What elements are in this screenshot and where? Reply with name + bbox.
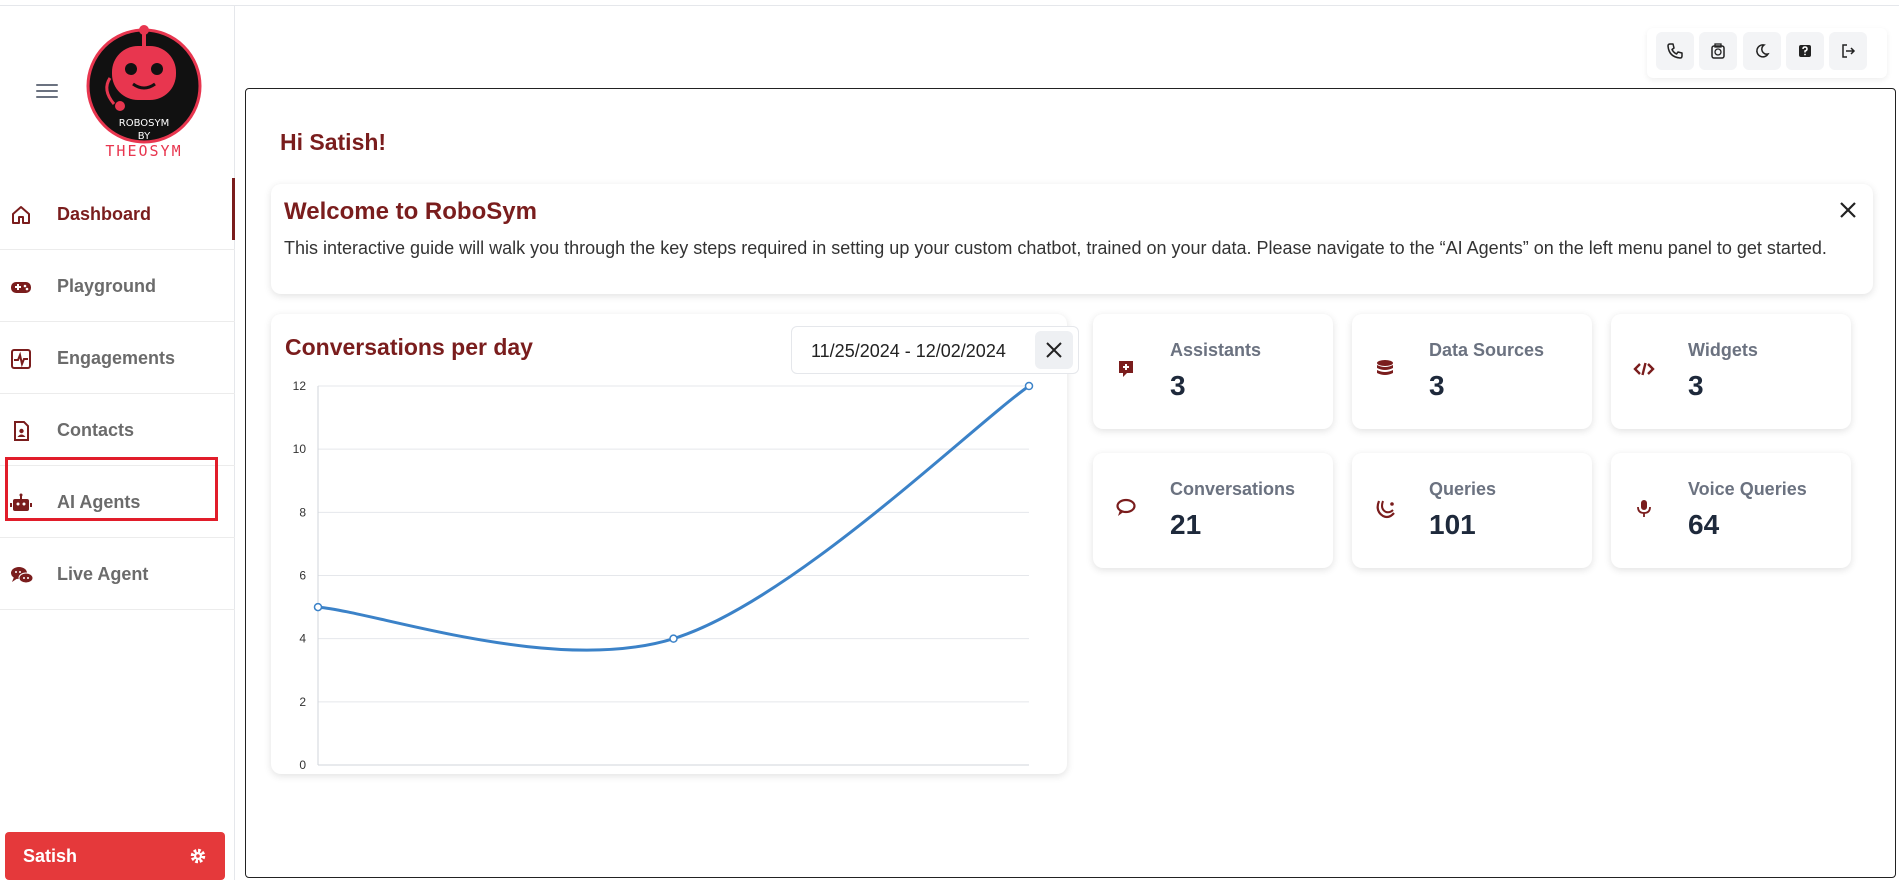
stat-card-widgets: Widgets 3 bbox=[1611, 314, 1851, 429]
date-range-picker[interactable]: 11/25/2024 - 12/02/2024 bbox=[791, 326, 1079, 374]
stat-label: Assistants bbox=[1170, 340, 1262, 360]
logo-brand-text: THEOSYM bbox=[105, 142, 183, 160]
data-point bbox=[313, 602, 323, 612]
user-name: Satish bbox=[23, 846, 78, 866]
sidebar-item-label: AI Agents bbox=[57, 492, 141, 512]
query-icon bbox=[1374, 497, 1396, 519]
sidebar-nav: Dashboard Playground Engagements Contact… bbox=[0, 178, 235, 610]
gamepad-icon bbox=[10, 276, 32, 298]
user-settings-button[interactable]: Satish bbox=[5, 832, 225, 880]
stat-card-data-sources: Data Sources 3 bbox=[1352, 314, 1592, 429]
sidebar-item-live-agent[interactable]: Live Agent bbox=[0, 538, 235, 610]
stat-label: Widgets bbox=[1688, 340, 1758, 360]
y-tick-label: 4 bbox=[299, 632, 306, 646]
logo-text-by: BY bbox=[137, 131, 151, 142]
stat-value: 3 bbox=[1429, 370, 1445, 401]
activity-icon bbox=[10, 348, 32, 370]
moon-icon[interactable] bbox=[1743, 32, 1781, 70]
menu-toggle-icon[interactable] bbox=[36, 84, 58, 100]
sidebar-item-label: Dashboard bbox=[57, 204, 152, 224]
main-panel: Hi Satish! Welcome to RoboSym This inter… bbox=[245, 88, 1896, 878]
y-tick-label: 8 bbox=[299, 505, 306, 519]
y-tick-label: 6 bbox=[299, 569, 306, 583]
phone-icon[interactable] bbox=[1656, 32, 1694, 70]
sidebar-item-label: Live Agent bbox=[57, 564, 149, 584]
sidebar: ROBOSYM BY THEOSYM Dashboard Playground … bbox=[0, 6, 235, 880]
home-icon bbox=[10, 204, 32, 226]
close-icon bbox=[1046, 342, 1062, 358]
sidebar-item-label: Engagements bbox=[57, 348, 176, 368]
sidebar-item-playground[interactable]: Playground bbox=[0, 250, 235, 322]
sidebar-item-contacts[interactable]: Contacts bbox=[0, 394, 235, 466]
stat-value: 101 bbox=[1429, 509, 1476, 540]
sidebar-item-label: Playground bbox=[57, 276, 157, 296]
stat-value: 64 bbox=[1688, 509, 1720, 540]
database-icon bbox=[1374, 358, 1396, 380]
stat-card-queries: Queries 101 bbox=[1352, 453, 1592, 568]
top-border bbox=[0, 0, 1899, 6]
greeting: Hi Satish! bbox=[280, 129, 387, 155]
series-line bbox=[317, 384, 1030, 652]
welcome-title: Welcome to RoboSym bbox=[284, 198, 537, 225]
stat-card-conversations: Conversations 21 bbox=[1093, 453, 1333, 568]
stat-label: Voice Queries bbox=[1688, 479, 1807, 499]
welcome-text: This interactive guide will walk you thr… bbox=[284, 238, 1827, 258]
y-tick-label: 10 bbox=[293, 442, 307, 456]
stat-card-voice-queries: Voice Queries 64 bbox=[1611, 453, 1851, 568]
y-tick-label: 0 bbox=[299, 758, 306, 772]
sidebar-item-dashboard[interactable]: Dashboard bbox=[0, 178, 235, 250]
date-range-value: 11/25/2024 - 12/02/2024 bbox=[811, 341, 1006, 361]
logout-icon[interactable] bbox=[1829, 32, 1867, 70]
top-toolbar bbox=[1647, 28, 1887, 78]
stat-value: 3 bbox=[1688, 370, 1704, 401]
sidebar-item-engagements[interactable]: Engagements bbox=[0, 322, 235, 394]
stat-card-assistants: Assistants 3 bbox=[1093, 314, 1333, 429]
stat-label: Conversations bbox=[1170, 479, 1296, 499]
robot-icon bbox=[10, 492, 32, 514]
help-icon[interactable] bbox=[1786, 32, 1824, 70]
close-icon[interactable] bbox=[1837, 199, 1859, 221]
ai-agents-highlight-box bbox=[5, 457, 218, 521]
data-point bbox=[669, 634, 678, 643]
welcome-banner: Welcome to RoboSym This interactive guid… bbox=[271, 184, 1873, 294]
code-icon bbox=[1633, 358, 1655, 380]
conversations-chart-card: Conversations per day 11/25/2024 - 12/02… bbox=[271, 314, 1079, 774]
y-tick-label: 2 bbox=[299, 695, 306, 709]
gear-icon[interactable] bbox=[189, 847, 207, 865]
y-tick-label: 12 bbox=[293, 379, 307, 393]
sidebar-item-ai-agents[interactable]: AI Agents bbox=[0, 466, 235, 538]
data-point bbox=[1024, 381, 1034, 391]
microphone-icon bbox=[1633, 497, 1655, 519]
clear-date-button[interactable] bbox=[1035, 331, 1073, 369]
stat-value: 3 bbox=[1170, 370, 1186, 401]
contact-card-icon bbox=[10, 420, 32, 442]
add-message-icon bbox=[1115, 358, 1137, 380]
stat-label: Queries bbox=[1429, 479, 1497, 499]
speech-bubble-icon bbox=[1115, 497, 1137, 519]
chat-bubbles-icon bbox=[10, 564, 34, 586]
sidebar-item-label: Contacts bbox=[57, 420, 135, 440]
chart-title: Conversations per day bbox=[285, 334, 533, 360]
logo-text-robosym: ROBOSYM bbox=[118, 118, 170, 129]
stat-value: 21 bbox=[1170, 509, 1202, 540]
camera-rotate-icon[interactable] bbox=[1699, 32, 1737, 70]
robosym-logo: ROBOSYM BY THEOSYM bbox=[84, 20, 204, 160]
stat-label: Data Sources bbox=[1429, 340, 1545, 360]
line-chart: 02468101227 Nov28 Nov29 Nov bbox=[293, 379, 1034, 772]
